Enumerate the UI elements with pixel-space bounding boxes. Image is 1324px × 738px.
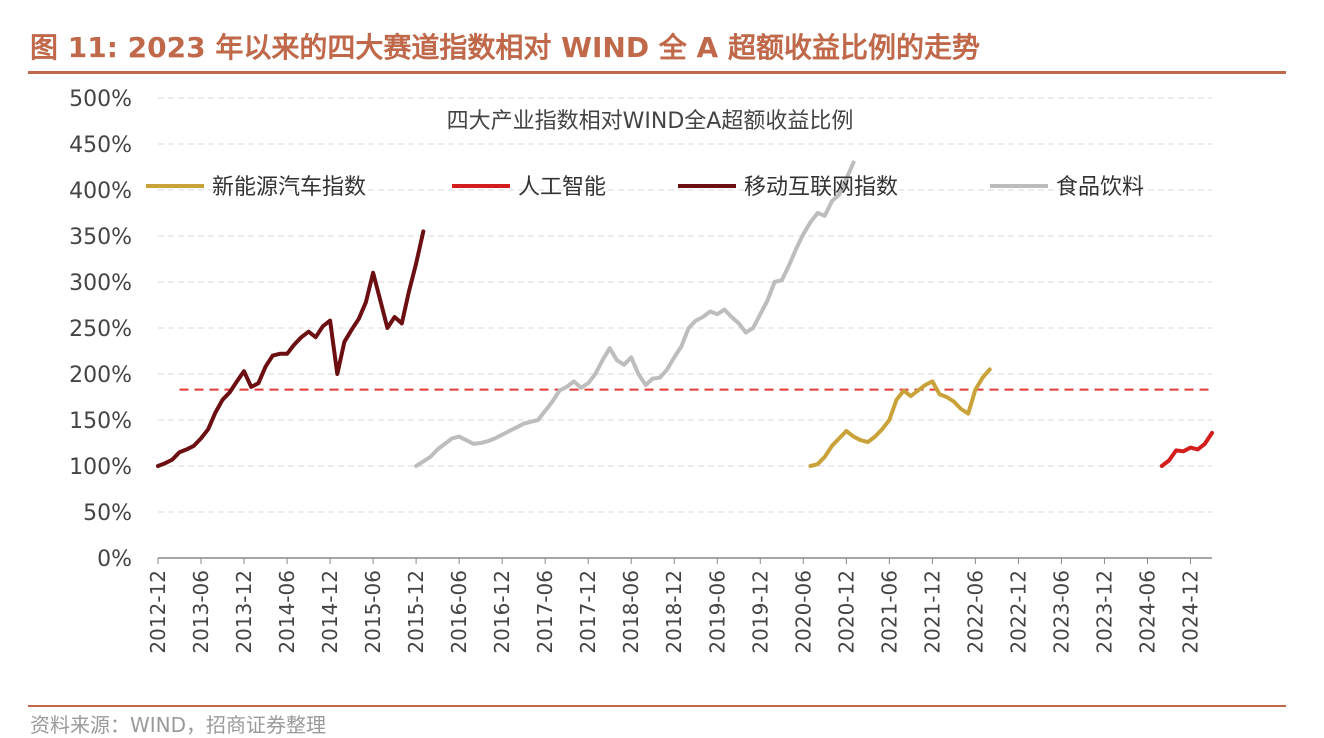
x-tick-label: 2021-12: [920, 570, 944, 654]
x-tick-label: 2021-06: [877, 570, 901, 654]
series-line: [414, 160, 856, 468]
x-tick-label: 2014-06: [275, 570, 299, 654]
x-axis: 2012-12 2013-06 2013-12 2014-06 2014-12 2015-…: [146, 557, 1212, 654]
legend-label: 人工智能: [518, 175, 606, 200]
x-tick-label: 2013-12: [232, 570, 256, 654]
y-tick-label: 400%: [69, 179, 132, 204]
legend-label: 食品饮料: [1056, 175, 1144, 200]
y-axis-ticks: 0% 50% 100% 150% 200% 250% 300% 350% 400% 450% 500…: [69, 87, 132, 572]
x-tick-label: 2024-12: [1178, 570, 1202, 654]
y-tick-label: 500%: [69, 87, 132, 112]
series-lines: [156, 160, 1214, 468]
x-tick-label: 2023-12: [1092, 570, 1116, 654]
y-tick-label: 450%: [69, 133, 132, 158]
legend: 新能源汽车指数 人工智能 移动互联网指数 食品饮料: [146, 175, 1144, 200]
series-line: [1159, 430, 1214, 468]
x-tick-label: 2016-06: [447, 570, 471, 654]
x-tick-label: 2018-12: [662, 570, 686, 654]
x-tick-label: 2020-12: [834, 570, 858, 654]
series-line: [808, 367, 992, 468]
y-tick-label: 300%: [69, 271, 132, 296]
x-tick-label: 2022-12: [1006, 570, 1030, 654]
series-line: [156, 229, 426, 468]
legend-label: 移动互联网指数: [744, 175, 898, 200]
y-tick-label: 150%: [69, 409, 132, 434]
y-tick-label: 0%: [97, 547, 132, 572]
y-tick-label: 200%: [69, 363, 132, 388]
title-underline: [28, 71, 1286, 74]
y-tick-label: 350%: [69, 225, 132, 250]
x-tick-label: 2023-06: [1049, 570, 1073, 654]
figure-title: 图 11: 2023 年以来的四大赛道指数相对 WIND 全 A 超额收益比例的…: [30, 31, 980, 64]
x-tick-label: 2022-06: [963, 570, 987, 654]
y-tick-label: 250%: [69, 317, 132, 342]
x-tick-label: 2020-06: [791, 570, 815, 654]
x-tick-label: 2024-06: [1135, 570, 1159, 654]
x-tick-label: 2019-12: [748, 570, 772, 654]
y-tick-label: 50%: [83, 501, 132, 526]
x-tick-label: 2015-12: [404, 570, 428, 654]
x-tick-label: 2017-06: [533, 570, 557, 654]
y-tick-label: 100%: [69, 455, 132, 480]
legend-label: 新能源汽车指数: [212, 175, 366, 200]
x-tick-label: 2018-06: [619, 570, 643, 654]
x-tick-label: 2016-12: [490, 570, 514, 654]
gridlines: [158, 97, 1212, 513]
x-tick-label: 2015-06: [361, 570, 385, 654]
x-tick-label: 2014-12: [318, 570, 342, 654]
x-tick-label: 2017-12: [576, 570, 600, 654]
source-rule: [28, 705, 1286, 707]
x-tick-label: 2012-12: [146, 570, 170, 654]
chart-title: 四大产业指数相对WIND全A超额收益比例: [447, 109, 854, 134]
source-note: 资料来源：WIND，招商证券整理: [30, 713, 327, 737]
line-chart: 0% 50% 100% 150% 200% 250% 300% 350% 400% 450% 500…: [69, 87, 1214, 654]
x-tick-label: 2019-06: [705, 570, 729, 654]
x-tick-label: 2013-06: [189, 570, 213, 654]
